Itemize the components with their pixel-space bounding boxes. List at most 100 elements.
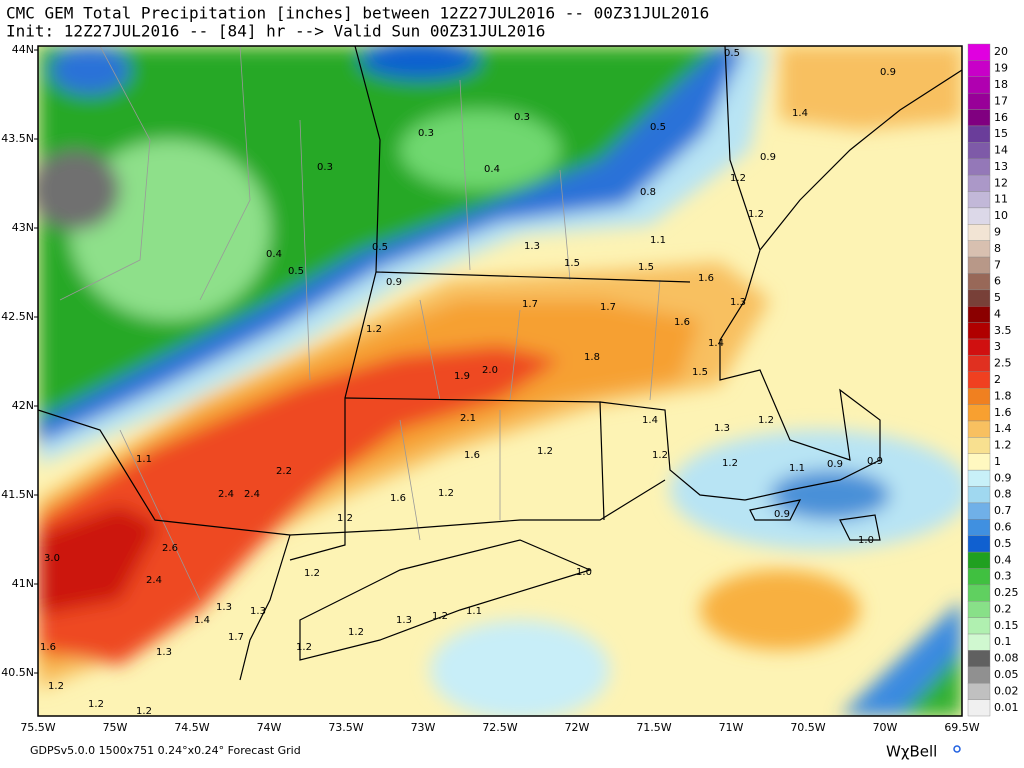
colorbar-swatch [967,322,991,340]
colorbar-swatch [967,568,991,586]
contour-value: 1.5 [638,262,654,273]
colorbar-label: 17 [994,94,1008,107]
contour-value: 2.2 [276,466,292,477]
contour-value: 0.5 [288,266,304,277]
lon-label: 69.5W [944,721,979,734]
colorbar-swatch [967,437,991,454]
lat-label: 43.5N [1,132,34,145]
colorbar-swatch [967,650,991,668]
colorbar-label: 7 [994,258,1001,271]
contour-value: 1.5 [692,367,708,378]
colorbar-label: 0.05 [994,668,1019,681]
colorbar-swatch [967,404,991,422]
contour-value: 1.2 [48,681,64,692]
colorbar-label: 5 [994,291,1001,304]
contour-value: 1.4 [792,108,808,119]
colorbar-swatch [967,338,991,356]
contour-value: 1.7 [600,302,616,313]
lon-label: 70W [873,721,898,734]
contour-value: 1.3 [730,297,746,308]
colorbar-label: 0.1 [994,635,1012,648]
contour-value: 2.0 [482,365,498,376]
contour-value: 0.4 [484,164,500,175]
colorbar-swatch [967,486,991,504]
lat-label: 41.5N [1,488,34,501]
logo: WχBell [886,743,937,761]
contour-value: 0.5 [372,242,388,253]
colorbar-swatch [967,699,991,717]
colorbar-label: 2.5 [994,357,1012,370]
lon-label: 74W [257,721,282,734]
lat-label: 42.5N [1,310,34,323]
contour-value: 1.2 [722,458,738,469]
colorbar-swatch [967,519,991,536]
colorbar-label: 3.5 [994,324,1012,337]
contour-value: 1.1 [466,606,482,617]
contour-value: 3.0 [44,553,60,564]
colorbar-label: 0.9 [994,471,1012,484]
contour-value: 1.9 [454,371,470,382]
colorbar-label: 1.6 [994,406,1012,419]
contour-value: 1.3 [250,606,266,617]
lon-label: 75.5W [20,721,55,734]
colorbar-swatch [967,584,991,602]
map: 0.5 0.9 1.4 0.3 0.3 0.5 0.9 0.3 0.4 0.8 1.2 1.2 0.4 0… [38,46,962,716]
contour-value: 1.2 [366,324,382,335]
colorbar-swatch [967,224,991,241]
contour-value: 0.9 [760,152,776,163]
contour-value: 1.2 [730,173,746,184]
colorbar-swatch [967,666,991,684]
colorbar-swatch [967,601,991,618]
colorbar-swatch [967,535,991,553]
colorbar-swatch [967,191,991,209]
colorbar-label: 1 [994,455,1001,468]
colorbar-label: 0.15 [994,619,1019,632]
lon-label: 73.5W [328,721,363,734]
colorbar-label: 8 [994,242,1001,255]
colorbar-label: 16 [994,111,1008,124]
contour-value: 1.2 [296,642,312,653]
colorbar-swatch [967,256,991,274]
contour-value: 1.3 [216,602,232,613]
contour-value: 1.4 [642,415,658,426]
colorbar-swatch [967,240,991,258]
contour-value: 1.4 [708,338,724,349]
contour-value: 0.3 [317,162,333,173]
colorbar-swatch [967,683,991,700]
contour-value: 1.3 [714,423,730,434]
contour-value: 1.2 [438,488,454,499]
logo-dot [953,745,961,753]
colorbar-label: 1.8 [994,389,1012,402]
lon-label: 70.5W [790,721,825,734]
map-frame [37,45,963,717]
contour-value: 1.3 [156,647,172,658]
footer-text: GDPSv5.0.0 1500x751 0.24°x0.24° Forecast… [30,744,301,757]
contour-value: 0.9 [867,456,883,467]
contour-value: 1.7 [522,299,538,310]
colorbar-label: 0.5 [994,537,1012,550]
colorbar-swatch [967,420,991,438]
lon-label: 74.5W [174,721,209,734]
colorbar-label: 1.4 [994,422,1012,435]
colorbar-swatch [967,76,991,94]
colorbar-swatch [967,551,991,569]
contour-value: 1.2 [537,446,553,457]
colorbar-label: 3 [994,340,1001,353]
colorbar-swatch [967,355,991,373]
contour-value: 1.7 [228,632,244,643]
contour-value: 1.6 [674,317,690,328]
contour-value: 1.4 [194,615,210,626]
contour-value: 0.9 [774,509,790,520]
contour-value: 1.6 [698,273,714,284]
contour-value: 1.2 [652,450,668,461]
colorbar-swatch [967,273,991,291]
contour-value: 2.1 [460,413,476,424]
colorbar-label: 6 [994,275,1001,288]
lat-label: 42N [12,399,34,412]
contour-value: 1.2 [304,568,320,579]
colorbar-swatch [967,502,991,520]
colorbar-swatch [967,617,991,635]
colorbar-label: 0.3 [994,570,1012,583]
colorbar-swatch [967,174,991,192]
contour-value: 1.3 [524,241,540,252]
